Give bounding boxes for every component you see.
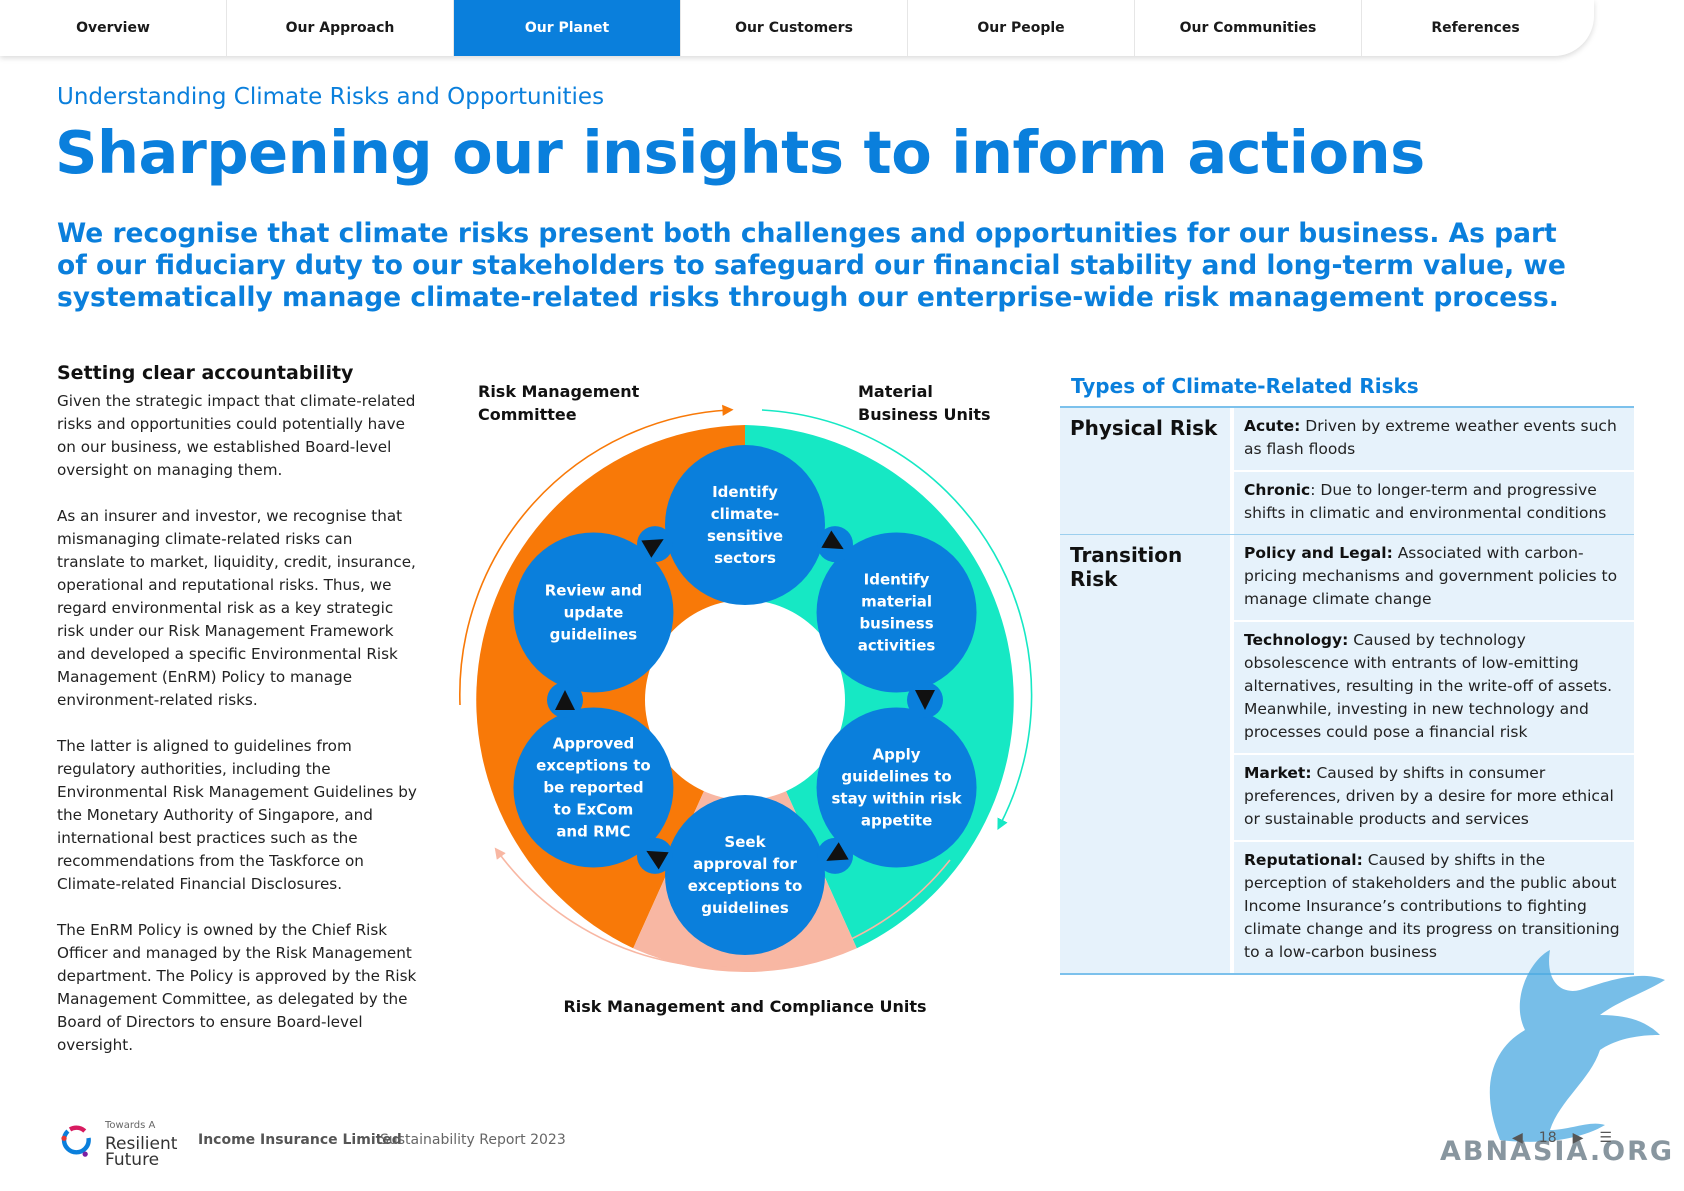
footer: Towards A Resilient Future Income Insura… (57, 1118, 1617, 1170)
step-label: Review and update guidelines (545, 582, 642, 644)
connector-arrow-icon (915, 690, 935, 710)
step-circle (513, 532, 674, 693)
risk-row: Technology: Caused by technology obsoles… (1234, 620, 1634, 753)
label-material-business-units: Material Business Units (858, 382, 991, 424)
arrow-teal (761, 409, 1033, 830)
tab-our-communities[interactable]: Our Communities (1135, 0, 1362, 56)
tab-overview[interactable]: Overview (0, 0, 227, 56)
risk-group-transition: Transition Risk Policy and Legal: Associ… (1060, 534, 1634, 973)
connector-arrow-icon (821, 530, 844, 550)
risk-text: Caused by technology obsolescence with e… (1244, 631, 1613, 741)
connector-arrow-icon (826, 842, 849, 861)
risk-text: Driven by extreme weather events such as… (1244, 417, 1617, 458)
connectors (547, 526, 943, 874)
connector-arrow-icon (646, 850, 669, 870)
risk-text: Caused by shifts in the perception of st… (1244, 851, 1620, 961)
step-circle (665, 795, 825, 955)
risk-term: Market: (1244, 764, 1312, 782)
page-title: Sharpening our insights to inform action… (55, 118, 1425, 187)
accountability-paragraph: As an insurer and investor, we recognise… (57, 507, 416, 709)
risk-type: Physical Risk (1060, 408, 1230, 534)
center-hole (645, 600, 845, 800)
report-name: Sustainability Report 2023 (380, 1132, 566, 1148)
company-name: Income Insurance Limited (198, 1132, 402, 1148)
risk-text: : Due to longer-term and progressive shi… (1244, 481, 1607, 522)
risk-term: Chronic (1244, 481, 1311, 499)
risk-term: Acute: (1244, 417, 1301, 435)
menu-icon[interactable]: ☰ (1599, 1130, 1612, 1146)
risk-descriptions: Acute: Driven by extreme weather events … (1234, 408, 1634, 534)
tab-our-planet[interactable]: Our Planet (454, 0, 681, 56)
resilient-future-logo (61, 1125, 91, 1157)
step-circle (816, 707, 977, 868)
risk-row: Acute: Driven by extreme weather events … (1234, 408, 1634, 470)
risk-group-physical: Physical Risk Acute: Driven by extreme w… (1060, 408, 1634, 534)
step-circle (513, 707, 674, 868)
tab-references[interactable]: References (1431, 20, 1520, 36)
step-label: Apply guidelines to stay within risk appeti… (832, 746, 963, 830)
accountability-section: Setting clear accountability Given the s… (57, 362, 417, 1080)
risk-row: Policy and Legal: Associated with carbon… (1234, 535, 1634, 620)
accountability-paragraph: Given the strategic impact that climate-… (57, 392, 416, 479)
tab-our-approach[interactable]: Our Approach (227, 0, 454, 56)
risk-text: Caused by shifts in consumer preferences… (1244, 764, 1614, 828)
brand-small: Towards A (105, 1120, 156, 1131)
label-risk-compliance-units: Risk Management and Compliance Units (563, 997, 927, 1016)
lead-paragraph: We recognise that climate risks present … (57, 218, 1566, 313)
step-circles: Identify climate-sensitive sectors Identify… (513, 445, 977, 955)
risk-process-diagram: Risk Management Committee Material Busin… (440, 370, 1040, 1030)
tab-our-people[interactable]: Our People (908, 0, 1135, 56)
arrow-peach (494, 847, 951, 969)
risk-type: Transition Risk (1060, 535, 1230, 973)
process-cycle: Identify climate-sensitive sectors Identify… (459, 404, 1033, 973)
step-circle (816, 532, 977, 693)
brand-line2: Future (105, 1150, 160, 1170)
watermark-text: ABNASIA.ORG (1440, 1136, 1674, 1167)
brand-text: Towards A Resilient Future (105, 1118, 178, 1170)
step-label: Approved exceptions to be reported to ExCom… (536, 735, 651, 841)
next-page-icon[interactable]: ▶ (1572, 1130, 1584, 1146)
connector-arrow-icon (555, 690, 575, 710)
risk-row: Chronic: Due to longer-term and progress… (1234, 470, 1634, 534)
label-risk-management-committee: Risk Management Committee (478, 382, 640, 424)
page-number: 18 (1538, 1130, 1557, 1146)
step-label: Seek approval for exceptions to guidelines (688, 833, 803, 917)
risk-term: Reputational: (1244, 851, 1363, 869)
risk-descriptions: Policy and Legal: Associated with carbon… (1234, 535, 1634, 973)
risk-row: Reputational: Caused by shifts in the pe… (1234, 840, 1634, 973)
pager: ◀ 18 ▶ ☰ (1512, 1130, 1612, 1146)
step-label: Identify climate-sensitive sectors (707, 483, 783, 567)
risk-table: Physical Risk Acute: Driven by extreme w… (1060, 406, 1634, 975)
top-navigation: Overview Our Approach Our Planet Our Cus… (0, 0, 1594, 56)
watermark-griffin-logo: ABNASIA.ORG (1440, 950, 1674, 1167)
prev-page-icon[interactable]: ◀ (1512, 1130, 1523, 1146)
accountability-heading: Setting clear accountability (57, 362, 354, 384)
risk-row: Market: Caused by shifts in consumer pre… (1234, 753, 1634, 840)
section-kicker: Understanding Climate Risks and Opportun… (57, 84, 605, 110)
tab-our-customers[interactable]: Our Customers (681, 0, 908, 56)
connector-arrow-icon (641, 539, 664, 558)
step-circle (665, 445, 825, 605)
accountability-paragraph: The EnRM Policy is owned by the Chief Ri… (57, 921, 417, 1054)
accountability-paragraph: The latter is aligned to guidelines from… (57, 737, 417, 893)
arrow-orange (459, 404, 734, 706)
brand-line1: Resilient (105, 1134, 178, 1154)
risk-term: Policy and Legal: (1244, 544, 1393, 562)
risk-text: Associated with carbon-pricing mechanism… (1244, 544, 1618, 608)
risk-term: Technology: (1244, 631, 1349, 649)
step-label: Identify material business activities (858, 571, 936, 655)
risk-table-title: Types of Climate-Related Risks (1071, 374, 1419, 398)
